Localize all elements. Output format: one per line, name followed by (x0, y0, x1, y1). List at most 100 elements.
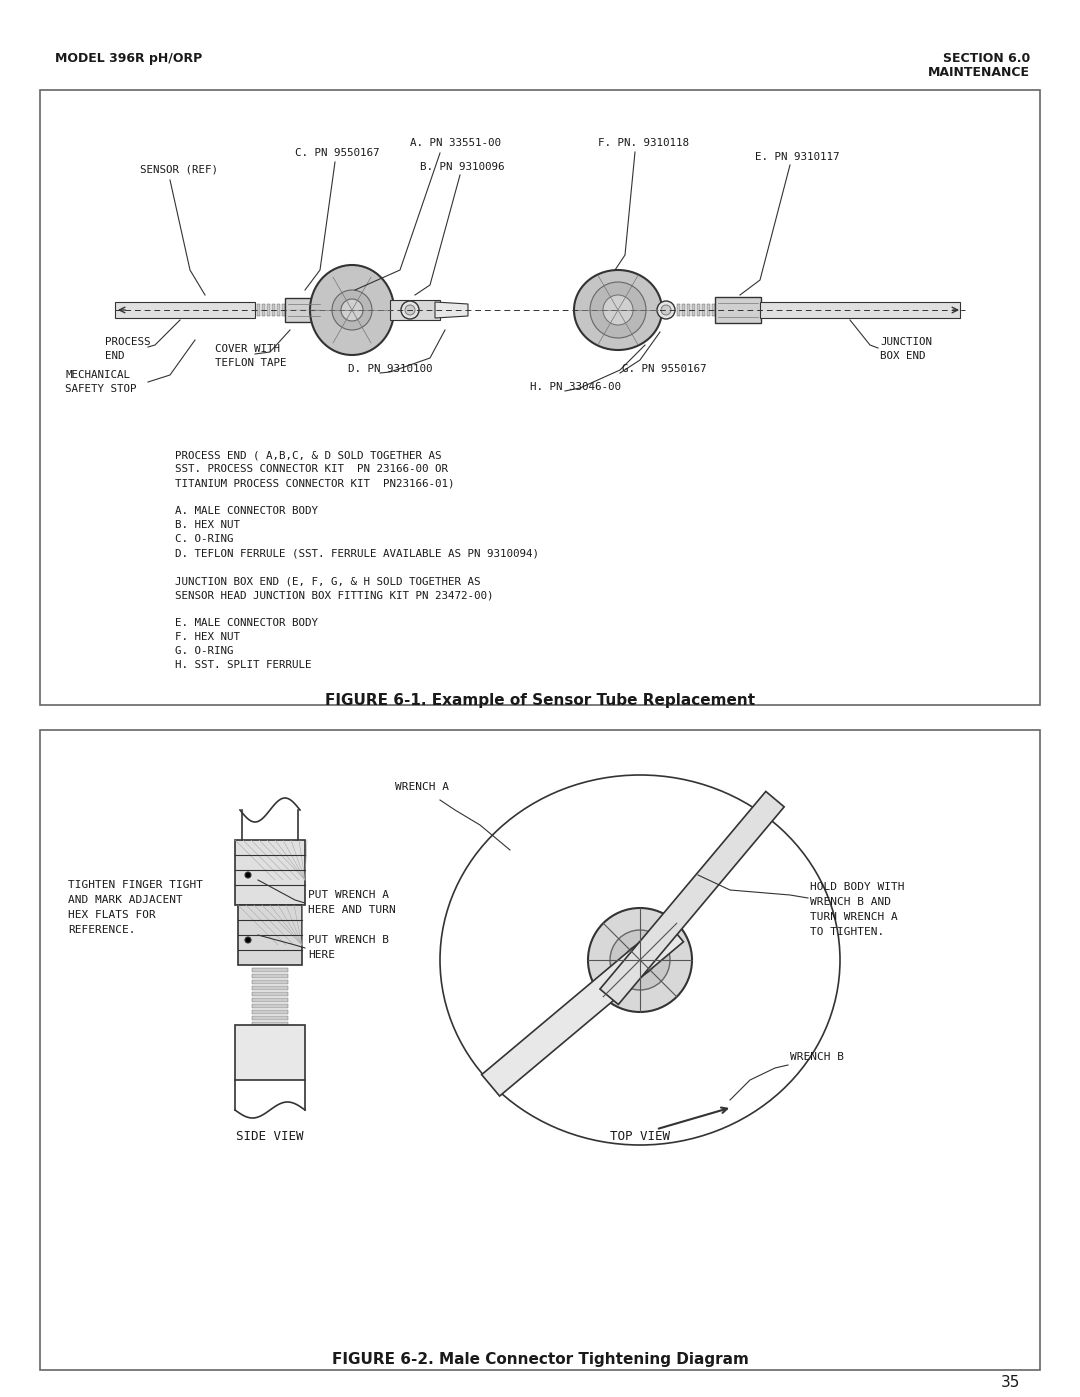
Text: HERE AND TURN: HERE AND TURN (308, 905, 395, 915)
Text: A. PN 33551-00: A. PN 33551-00 (410, 138, 501, 148)
Bar (252, 981, 288, 983)
Bar (252, 968, 288, 972)
FancyBboxPatch shape (715, 298, 761, 323)
Polygon shape (600, 792, 784, 1004)
Circle shape (657, 300, 675, 319)
Text: E. MALE CONNECTOR BODY: E. MALE CONNECTOR BODY (175, 617, 318, 629)
Text: FIGURE 6-2. Male Connector Tightening Diagram: FIGURE 6-2. Male Connector Tightening Di… (332, 1352, 748, 1368)
Bar (252, 992, 288, 996)
Bar (302, 305, 305, 316)
Text: MODEL 396R pH/ORP: MODEL 396R pH/ORP (55, 52, 202, 66)
Text: SENSOR HEAD JUNCTION BOX FITTING KIT PN 23472-00): SENSOR HEAD JUNCTION BOX FITTING KIT PN … (175, 590, 494, 599)
Text: D. TEFLON FERRULE (SST. FERRULE AVAILABLE AS PN 9310094): D. TEFLON FERRULE (SST. FERRULE AVAILABL… (175, 548, 539, 557)
Text: TO TIGHTEN.: TO TIGHTEN. (810, 928, 885, 937)
Ellipse shape (341, 299, 363, 321)
Bar (252, 986, 288, 990)
Text: FIGURE 6-1. Example of Sensor Tube Replacement: FIGURE 6-1. Example of Sensor Tube Repla… (325, 693, 755, 708)
Text: G. PN 9550167: G. PN 9550167 (622, 365, 706, 374)
Circle shape (245, 937, 251, 943)
Text: E. PN 9310117: E. PN 9310117 (755, 152, 839, 162)
Circle shape (405, 305, 415, 314)
Polygon shape (482, 921, 684, 1097)
Text: A. MALE CONNECTOR BODY: A. MALE CONNECTOR BODY (175, 506, 318, 515)
Text: HOLD BODY WITH: HOLD BODY WITH (810, 882, 905, 893)
Bar (276, 305, 280, 316)
Text: C. O-RING: C. O-RING (175, 534, 233, 543)
Text: 35: 35 (1001, 1375, 1020, 1390)
Text: F. PN. 9310118: F. PN. 9310118 (598, 138, 689, 148)
Bar (235, 1025, 305, 1080)
Text: SIDE VIEW: SIDE VIEW (237, 1130, 303, 1143)
Text: AND MARK ADJACENT: AND MARK ADJACENT (68, 895, 183, 905)
Text: B. HEX NUT: B. HEX NUT (175, 520, 240, 529)
Bar (267, 305, 270, 316)
Ellipse shape (573, 270, 662, 351)
Bar (287, 305, 291, 316)
Text: H. SST. SPLIT FERRULE: H. SST. SPLIT FERRULE (175, 659, 311, 671)
Circle shape (625, 944, 654, 975)
Circle shape (588, 908, 692, 1011)
Text: TOP VIEW: TOP VIEW (610, 1130, 670, 1143)
Circle shape (661, 305, 671, 314)
Text: HERE: HERE (308, 950, 335, 960)
Circle shape (245, 872, 251, 877)
Text: PUT WRENCH B: PUT WRENCH B (308, 935, 389, 944)
Text: B. PN 9310096: B. PN 9310096 (420, 162, 504, 172)
Bar (235, 840, 305, 905)
Text: MECHANICAL: MECHANICAL (65, 370, 130, 380)
Bar (252, 974, 288, 978)
Bar (272, 305, 275, 316)
Text: WRENCH B AND: WRENCH B AND (810, 897, 891, 907)
Text: TEFLON TAPE: TEFLON TAPE (215, 358, 286, 367)
Circle shape (610, 930, 670, 990)
Text: D. PN 9310100: D. PN 9310100 (348, 365, 432, 374)
Bar (252, 1010, 288, 1014)
Bar (40, 89, 1040, 705)
Text: PROCESS END ( A,B,C, & D SOLD TOGETHER AS: PROCESS END ( A,B,C, & D SOLD TOGETHER A… (175, 450, 442, 460)
Bar (252, 997, 288, 1002)
Ellipse shape (440, 775, 840, 1146)
Text: F. HEX NUT: F. HEX NUT (175, 631, 240, 643)
Text: C. PN 9550167: C. PN 9550167 (295, 148, 379, 158)
Bar (390, 300, 440, 320)
Bar (677, 305, 680, 316)
Bar (687, 305, 690, 316)
Bar (307, 305, 310, 316)
Bar (692, 305, 696, 316)
Ellipse shape (310, 265, 394, 355)
Bar (292, 305, 295, 316)
Ellipse shape (603, 295, 633, 326)
Text: G. O-RING: G. O-RING (175, 645, 233, 657)
Text: JUNCTION: JUNCTION (880, 337, 932, 346)
Bar (238, 905, 302, 965)
Text: COVER WITH: COVER WITH (215, 344, 280, 353)
Bar (257, 305, 260, 316)
Text: BOX END: BOX END (880, 351, 926, 360)
Bar (712, 305, 715, 316)
Ellipse shape (332, 291, 372, 330)
Text: JUNCTION BOX END (E, F, G, & H SOLD TOGETHER AS: JUNCTION BOX END (E, F, G, & H SOLD TOGE… (175, 576, 481, 585)
Text: PROCESS: PROCESS (105, 337, 150, 346)
Bar (252, 1016, 288, 1020)
Text: WRENCH A: WRENCH A (395, 782, 449, 792)
Text: SECTION 6.0: SECTION 6.0 (943, 52, 1030, 66)
Ellipse shape (590, 282, 646, 338)
Text: END: END (105, 351, 124, 360)
Circle shape (401, 300, 419, 319)
Text: HEX FLATS FOR: HEX FLATS FOR (68, 909, 156, 921)
Polygon shape (435, 302, 468, 319)
Text: WRENCH B: WRENCH B (789, 1052, 843, 1062)
Text: TITANIUM PROCESS CONNECTOR KIT  PN23166-01): TITANIUM PROCESS CONNECTOR KIT PN23166-0… (175, 478, 455, 488)
Bar (40, 731, 1040, 1370)
Text: SENSOR (REF): SENSOR (REF) (140, 165, 218, 175)
Bar (262, 305, 265, 316)
Text: TIGHTEN FINGER TIGHT: TIGHTEN FINGER TIGHT (68, 880, 203, 890)
Bar (707, 305, 710, 316)
Bar (697, 305, 700, 316)
Bar (252, 1004, 288, 1009)
Text: TURN WRENCH A: TURN WRENCH A (810, 912, 897, 922)
Bar (114, 302, 255, 319)
FancyBboxPatch shape (285, 298, 323, 321)
Text: PUT WRENCH A: PUT WRENCH A (308, 890, 389, 900)
Text: H. PN 33046-00: H. PN 33046-00 (530, 381, 621, 393)
